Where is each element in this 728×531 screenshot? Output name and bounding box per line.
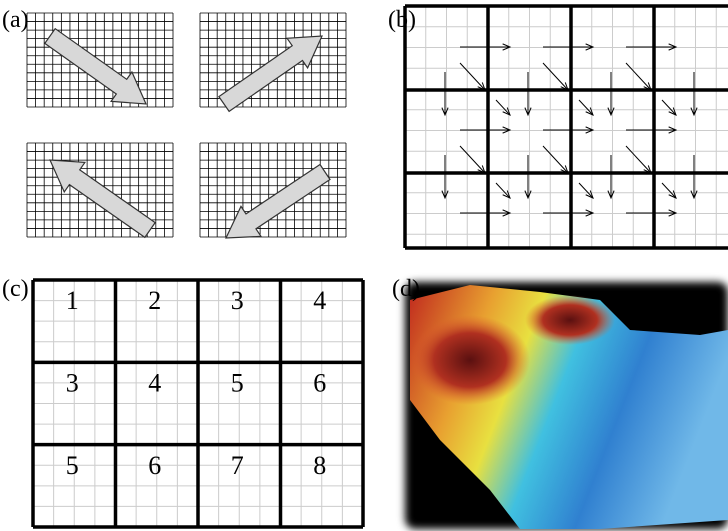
cell-number: 5 xyxy=(66,451,79,480)
cell-number: 5 xyxy=(231,368,244,397)
page: {"panels": [{"label": "(a)"}, {"label": … xyxy=(0,0,728,531)
arrow xyxy=(626,63,651,90)
cell-number: 4 xyxy=(148,368,161,397)
figure: (a) (b) (c) (d) 1 2 3 4 3 4 5 6 5 6 7 8 xyxy=(0,0,728,531)
arrow xyxy=(496,183,510,198)
arrow xyxy=(226,165,330,238)
panel-label: (a) xyxy=(2,7,29,33)
arrow xyxy=(543,146,568,173)
arrow xyxy=(543,63,568,90)
cell-number: 3 xyxy=(66,368,79,397)
cell-number: 1 xyxy=(66,286,79,315)
arrow xyxy=(460,146,485,173)
cell-number: 6 xyxy=(148,451,161,480)
arrow xyxy=(579,183,593,198)
cell-number: 6 xyxy=(313,368,326,397)
panel-label: (d) xyxy=(392,276,420,302)
terrain-mountains xyxy=(410,315,530,405)
arrow xyxy=(626,146,651,173)
terrain-mountains xyxy=(525,295,615,345)
panel-label: (c) xyxy=(2,276,29,302)
cell-number: 4 xyxy=(313,286,326,315)
cell-number: 2 xyxy=(148,286,161,315)
cell-number: 8 xyxy=(313,451,326,480)
arrow xyxy=(662,183,676,198)
layout xyxy=(27,6,728,529)
arrow xyxy=(662,100,676,115)
arrow xyxy=(50,160,155,237)
cell-number: 7 xyxy=(231,451,244,480)
arrow xyxy=(460,63,485,90)
panel-label: (b) xyxy=(388,7,416,33)
arrow xyxy=(579,100,593,115)
arrow xyxy=(496,100,510,115)
cell-number: 3 xyxy=(231,286,244,315)
